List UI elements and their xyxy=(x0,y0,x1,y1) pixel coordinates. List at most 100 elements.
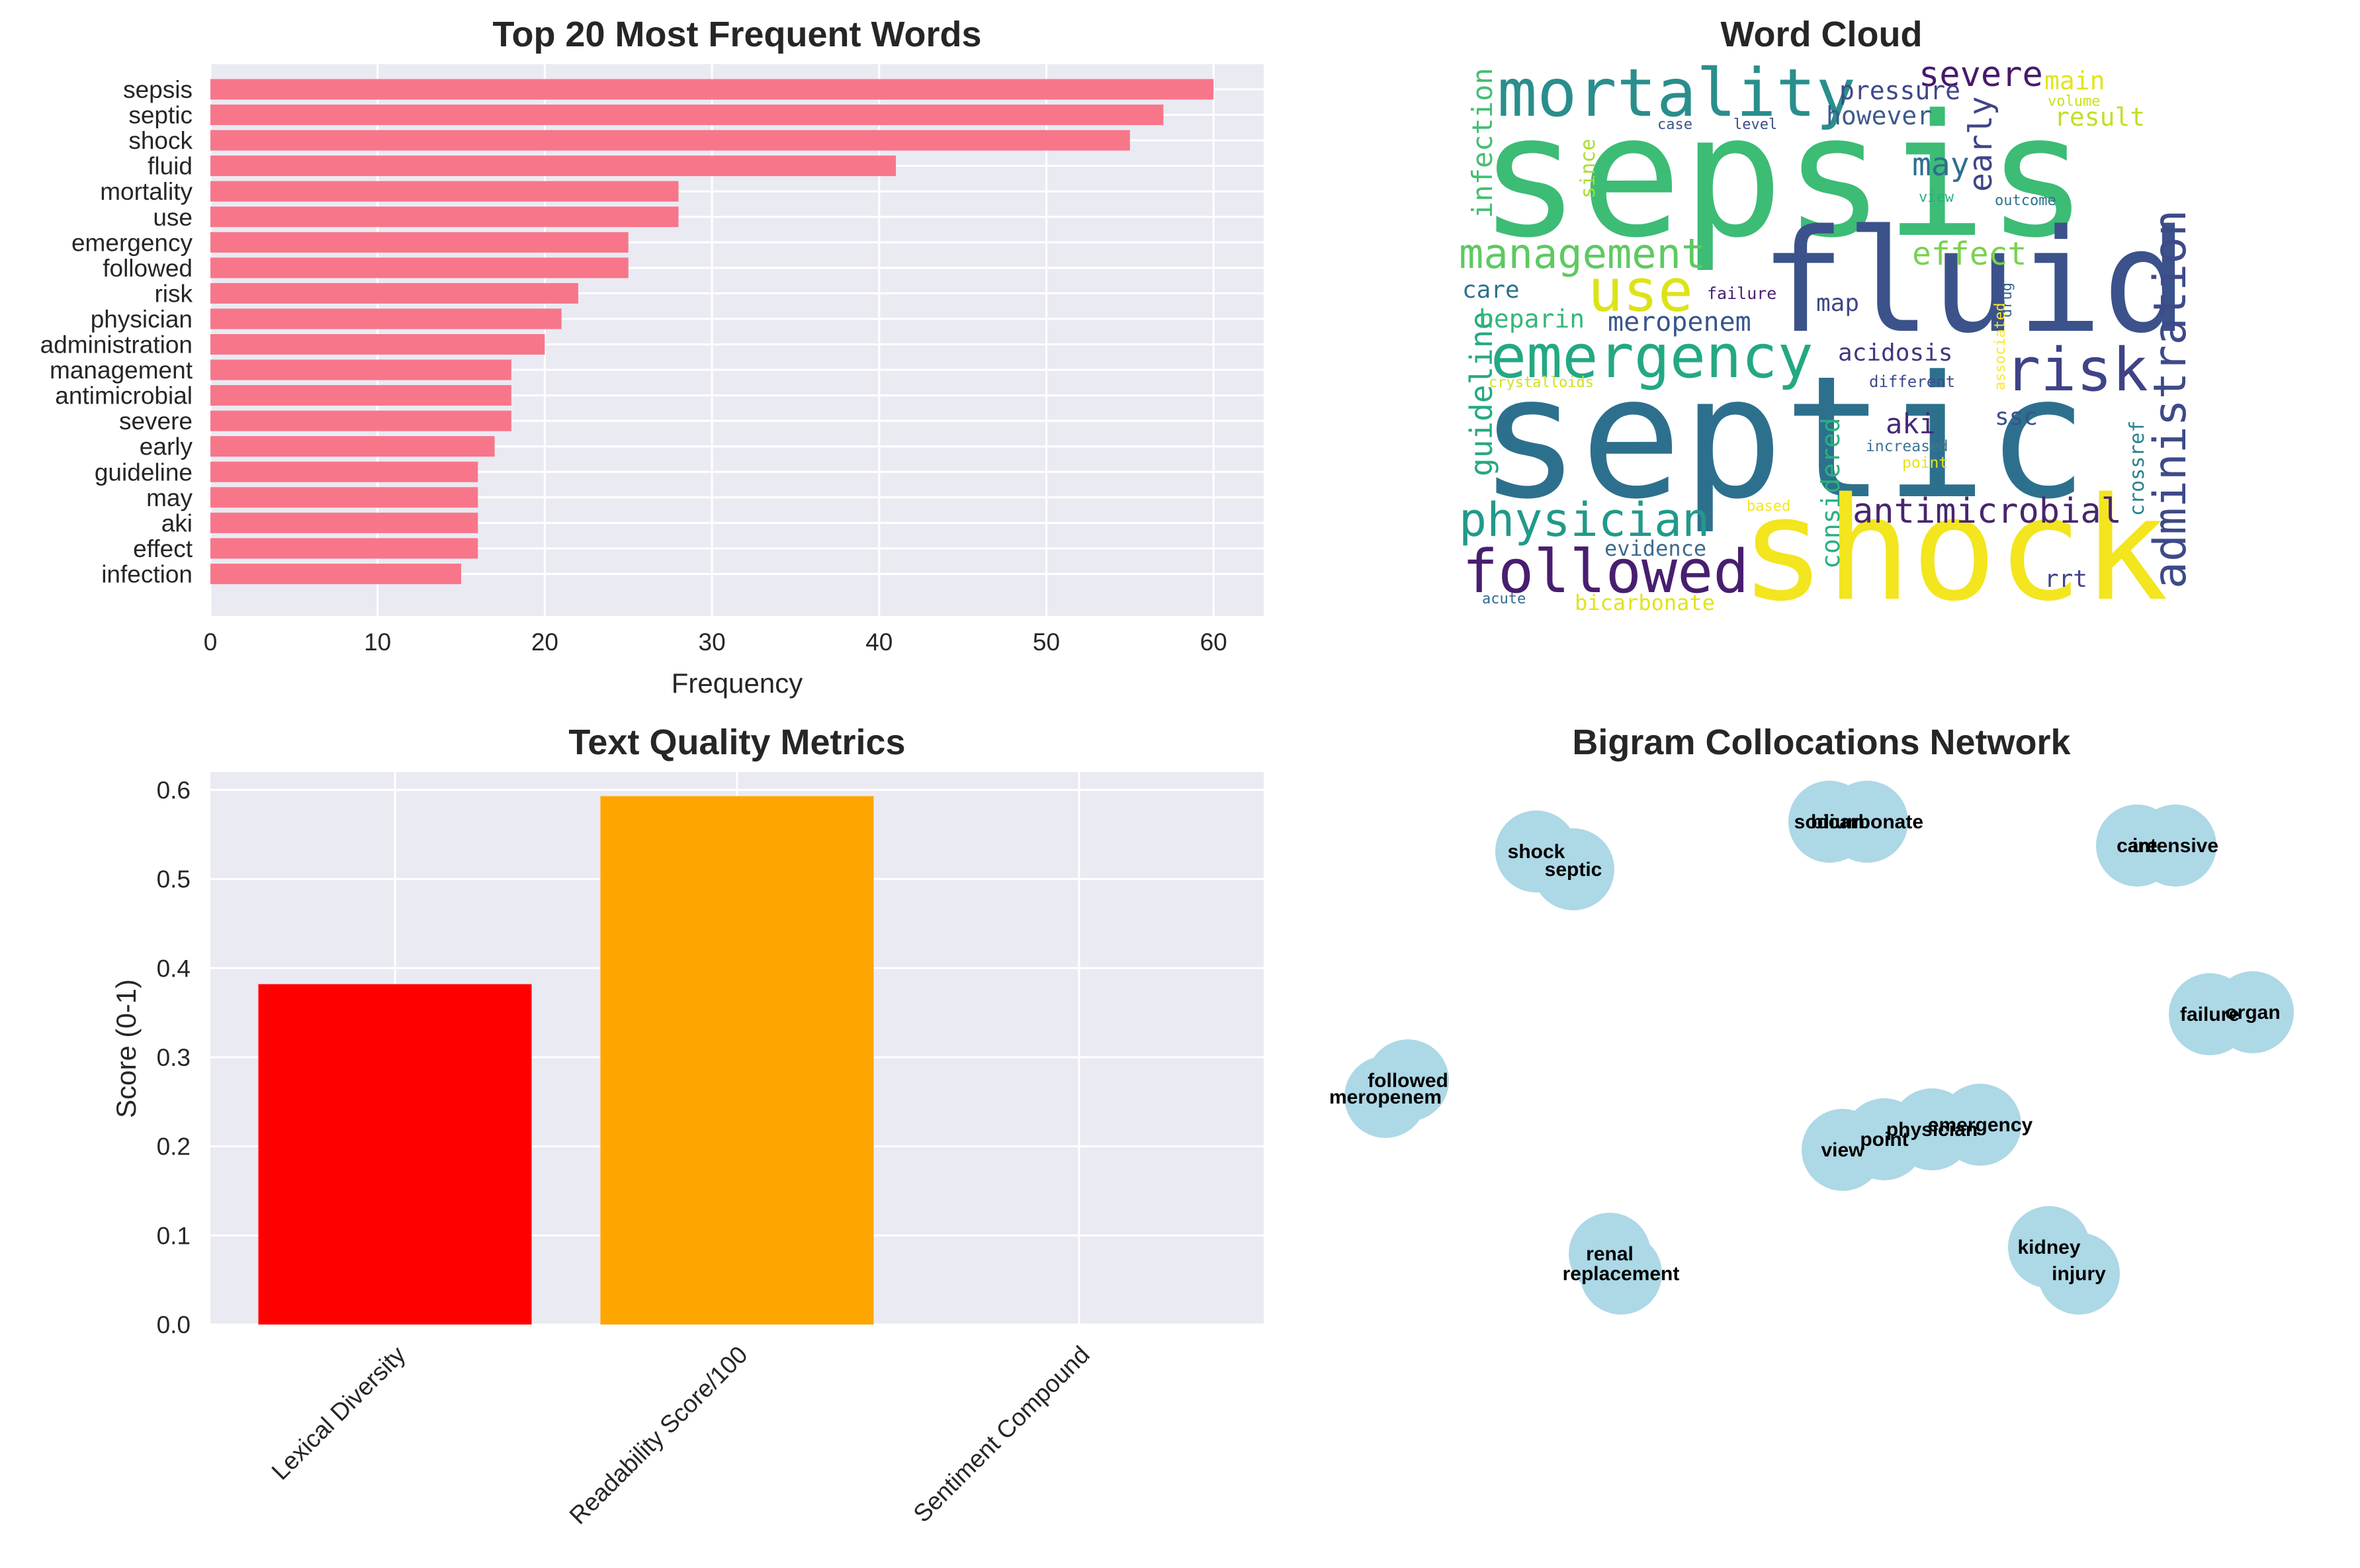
wordcloud-word-emergency: emergency xyxy=(1491,322,1814,392)
wordcloud-word-case: case xyxy=(1657,116,1692,133)
top-words-panel: sepsissepticshockfluidmortalityuseemerge… xyxy=(40,15,1264,699)
top-words-x-tick-label: 60 xyxy=(1200,629,1227,656)
wordcloud-word-volume: volume xyxy=(2048,93,2100,110)
node-label-failure: failure xyxy=(2180,1004,2240,1025)
wordcloud-word-bicarbonate: bicarbonate xyxy=(1575,590,1715,615)
node-organ xyxy=(2212,971,2294,1053)
wordcloud-word-ssc: ssc xyxy=(1995,404,2038,431)
node-label-view: view xyxy=(1821,1139,1864,1161)
node-label-renal: renal xyxy=(1586,1243,1634,1265)
wordcloud-word-guideline: guideline xyxy=(1464,312,1499,476)
text-quality-y-tick-label: 0.0 xyxy=(157,1311,191,1338)
wordcloud-word-rrt: rrt xyxy=(2044,566,2087,593)
word-cloud-title: Word Cloud xyxy=(1721,15,1923,54)
text-quality-bars xyxy=(258,796,874,1325)
top-words-title: Top 20 Most Frequent Words xyxy=(492,15,981,54)
wordcloud-word-pressure: pressure xyxy=(1839,76,1960,105)
top-words-x-tick-label: 0 xyxy=(204,629,218,656)
bar-early xyxy=(210,436,495,457)
text-quality-panel: 0.00.10.20.30.40.50.6 Lexical Diversity R… xyxy=(110,722,1264,1530)
category-label-severe: severe xyxy=(119,408,193,435)
node-bicarbonate xyxy=(1826,781,1908,863)
wordcloud-word-drug: drug xyxy=(1999,283,2015,318)
wordcloud-word-crossref: crossref xyxy=(2126,421,2149,517)
wordcloud-word-different: different xyxy=(1869,372,1955,391)
category-label-administration: administration xyxy=(40,331,193,359)
bigram-network-title: Bigram Collocations Network xyxy=(1572,722,2071,762)
wordcloud-word-antimicrobial: antimicrobial xyxy=(1853,492,2122,531)
wordcloud-word-main: main xyxy=(2044,66,2105,95)
category-label-use: use xyxy=(153,204,193,231)
category-label-mortality: mortality xyxy=(100,178,193,205)
node-label-organ: organ xyxy=(2225,1002,2280,1024)
wordcloud-word-meropenem: meropenem xyxy=(1608,307,1751,337)
category-label-risk: risk xyxy=(154,280,193,307)
wordcloud-word-may: may xyxy=(1912,146,1970,183)
node-meropenem xyxy=(1344,1056,1426,1138)
bar-sepsis xyxy=(210,79,1214,100)
bar-septic xyxy=(210,105,1164,126)
wordcloud-word-risk: risk xyxy=(2005,335,2148,405)
wordcloud-word-level: level xyxy=(1733,116,1777,133)
node-label-point: point xyxy=(1860,1129,1908,1151)
node-label-intensive: intensive xyxy=(2132,835,2218,857)
bar-infection xyxy=(210,563,462,584)
top-words-x-tick-label: 50 xyxy=(1033,629,1060,656)
bar-aki xyxy=(210,512,478,533)
wordcloud-word-early: early xyxy=(1962,97,1999,193)
wordcloud-word-aki: aki xyxy=(1886,408,1936,440)
wordcloud-word-sepsis: sepsis xyxy=(1479,79,2088,275)
wordcloud-word-acidosis: acidosis xyxy=(1838,339,1952,367)
wordcloud-word-view: view xyxy=(1919,189,1954,206)
top-words-x-tick-label: 10 xyxy=(364,629,391,656)
category-label-management: management xyxy=(50,357,193,384)
category-label-sepsis: sepsis xyxy=(123,76,193,103)
category-label-may: may xyxy=(146,484,193,511)
top-words-x-tick-label: 30 xyxy=(699,629,726,656)
bar-severe xyxy=(210,410,511,431)
category-label-guideline: guideline xyxy=(95,458,193,486)
wordcloud-word-acute: acute xyxy=(1482,591,1526,607)
wordcloud-word-increased: increased xyxy=(1866,438,1948,455)
node-label-septic: septic xyxy=(1545,859,1602,881)
text-quality-y-tick-label: 0.2 xyxy=(157,1133,191,1160)
text-quality-y-tick-label: 0.1 xyxy=(157,1222,191,1249)
node-septic xyxy=(1532,828,1614,910)
wordcloud-word-evidence: evidence xyxy=(1604,536,1706,561)
category-label-fluid: fluid xyxy=(148,153,193,180)
bar-management xyxy=(210,359,511,380)
category-label-antimicrobial: antimicrobial xyxy=(55,382,193,410)
wordcloud-word-failure: failure xyxy=(1707,284,1776,303)
node-label-followed: followed xyxy=(1368,1070,1448,1092)
bar-fluid xyxy=(210,155,896,177)
category-label-followed: followed xyxy=(103,255,193,282)
text-quality-y-ticks: 0.0 0.1 0.2 0.3 0.4 0.5 0.6 xyxy=(157,777,191,1338)
wordcloud-word-based: based xyxy=(1747,498,1790,515)
node-label-care: care xyxy=(2117,835,2158,857)
wordcloud-word-map: map xyxy=(1816,290,1859,317)
category-label-shock: shock xyxy=(128,127,193,154)
node-label-emergency: emergency xyxy=(1928,1114,2033,1136)
node-replacement xyxy=(1580,1233,1662,1315)
wordcloud-word-considered: considered xyxy=(1816,417,1845,569)
wordcloud-word-crystalloids: crystalloids xyxy=(1489,374,1594,391)
bar-effect xyxy=(210,538,478,559)
bar-antimicrobial xyxy=(210,385,511,406)
bar-emergency xyxy=(210,232,629,253)
bar-readability-score-100 xyxy=(600,796,874,1325)
bar-administration xyxy=(210,334,545,355)
node-label-injury: injury xyxy=(2052,1263,2106,1285)
wordcloud-word-use: use xyxy=(1588,257,1693,325)
top-words-x-ticks: 0 10 20 30 40 50 60 xyxy=(204,629,1227,656)
node-emergency xyxy=(1939,1084,2021,1166)
node-label-shock: shock xyxy=(1508,841,1565,863)
category-label-early: early xyxy=(140,433,193,460)
bar-use xyxy=(210,206,679,228)
node-label-physician: physician xyxy=(1886,1119,1978,1141)
wordcloud-word-administration: administration xyxy=(2144,210,2197,589)
wordcloud-word-management: management xyxy=(1459,230,1706,278)
text-quality-y-tick-label: 0.6 xyxy=(157,777,191,804)
